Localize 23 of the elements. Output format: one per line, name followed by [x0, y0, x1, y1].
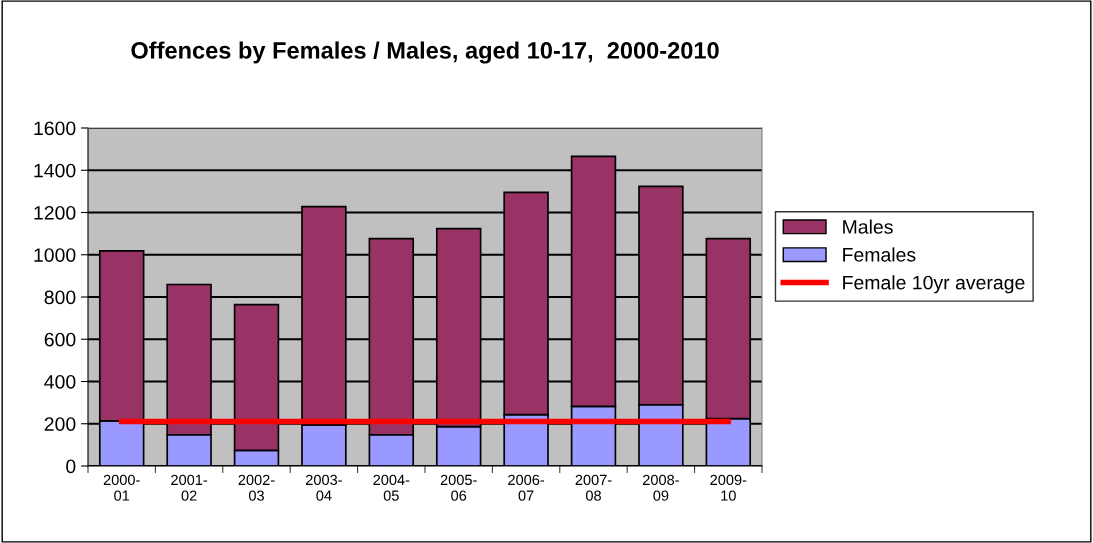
x-tick-label: 2009- 10 — [710, 474, 747, 501]
legend-label: Males — [843, 219, 893, 234]
y-tick-label: 0 — [66, 459, 76, 474]
x-tick-label: 2000- 01 — [103, 474, 140, 501]
y-tick-label: 1600 — [34, 121, 76, 136]
x-tick-label: 2001- 02 — [171, 474, 208, 501]
y-tick-label: 800 — [44, 290, 76, 305]
x-tick-label: 2002- 03 — [238, 474, 275, 501]
x-tick-label: 2007- 08 — [575, 474, 612, 501]
y-tick-label: 400 — [44, 374, 76, 389]
y-tick-label: 200 — [44, 417, 76, 431]
legend-label: Female 10yr average — [843, 275, 1025, 294]
y-tick-label: 1000 — [34, 248, 76, 262]
y-tick-label: 1400 — [34, 163, 76, 178]
y-tick-label: 600 — [44, 332, 76, 347]
x-tick-label: 2006- 07 — [508, 474, 545, 501]
x-tick-label: 2004- 05 — [373, 474, 410, 501]
legend-label: Females — [843, 247, 916, 262]
x-tick-label: 2005- 06 — [440, 474, 477, 501]
x-tick-label: 2008- 09 — [642, 474, 679, 501]
x-tick-label: 2003- 04 — [305, 474, 342, 501]
chart-title: Offences by Females / Males, aged 10-17, 2000-2010 — [131, 41, 719, 64]
y-tick-label: 1200 — [34, 205, 76, 220]
